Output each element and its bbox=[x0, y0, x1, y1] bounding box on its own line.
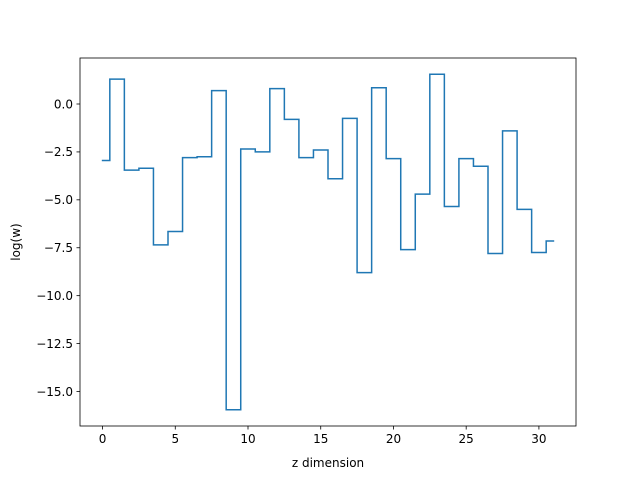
x-tick-label: 10 bbox=[240, 432, 255, 446]
y-tick-label: −2.5 bbox=[44, 145, 73, 159]
x-axis-label: z dimension bbox=[292, 456, 364, 470]
x-tick-label: 30 bbox=[531, 432, 546, 446]
axes-frame bbox=[79, 57, 577, 427]
y-tick-label: −5.0 bbox=[44, 193, 73, 207]
y-tick-label: −12.5 bbox=[36, 337, 73, 351]
y-axis-ticks: 0.0 −2.5 −5.0 −7.5 −10.0 −12.5 −15.0 bbox=[36, 97, 80, 399]
y-axis-label: log(w) bbox=[9, 223, 23, 260]
x-tick-label: 20 bbox=[386, 432, 401, 446]
x-tick-label: 25 bbox=[459, 432, 474, 446]
y-tick-label: −7.5 bbox=[44, 241, 73, 255]
y-tick-label: 0.0 bbox=[54, 97, 73, 111]
x-tick-label: 15 bbox=[313, 432, 328, 446]
y-tick-label: −10.0 bbox=[36, 289, 73, 303]
series-layer bbox=[101, 73, 555, 411]
series-line-0 bbox=[101, 73, 555, 411]
plot-area bbox=[80, 58, 576, 426]
x-tick-label: 5 bbox=[171, 432, 179, 446]
y-tick-label: −15.0 bbox=[36, 385, 73, 399]
x-axis-ticks: 0 5 10 15 20 25 30 bbox=[99, 426, 547, 446]
x-tick-label: 0 bbox=[99, 432, 107, 446]
